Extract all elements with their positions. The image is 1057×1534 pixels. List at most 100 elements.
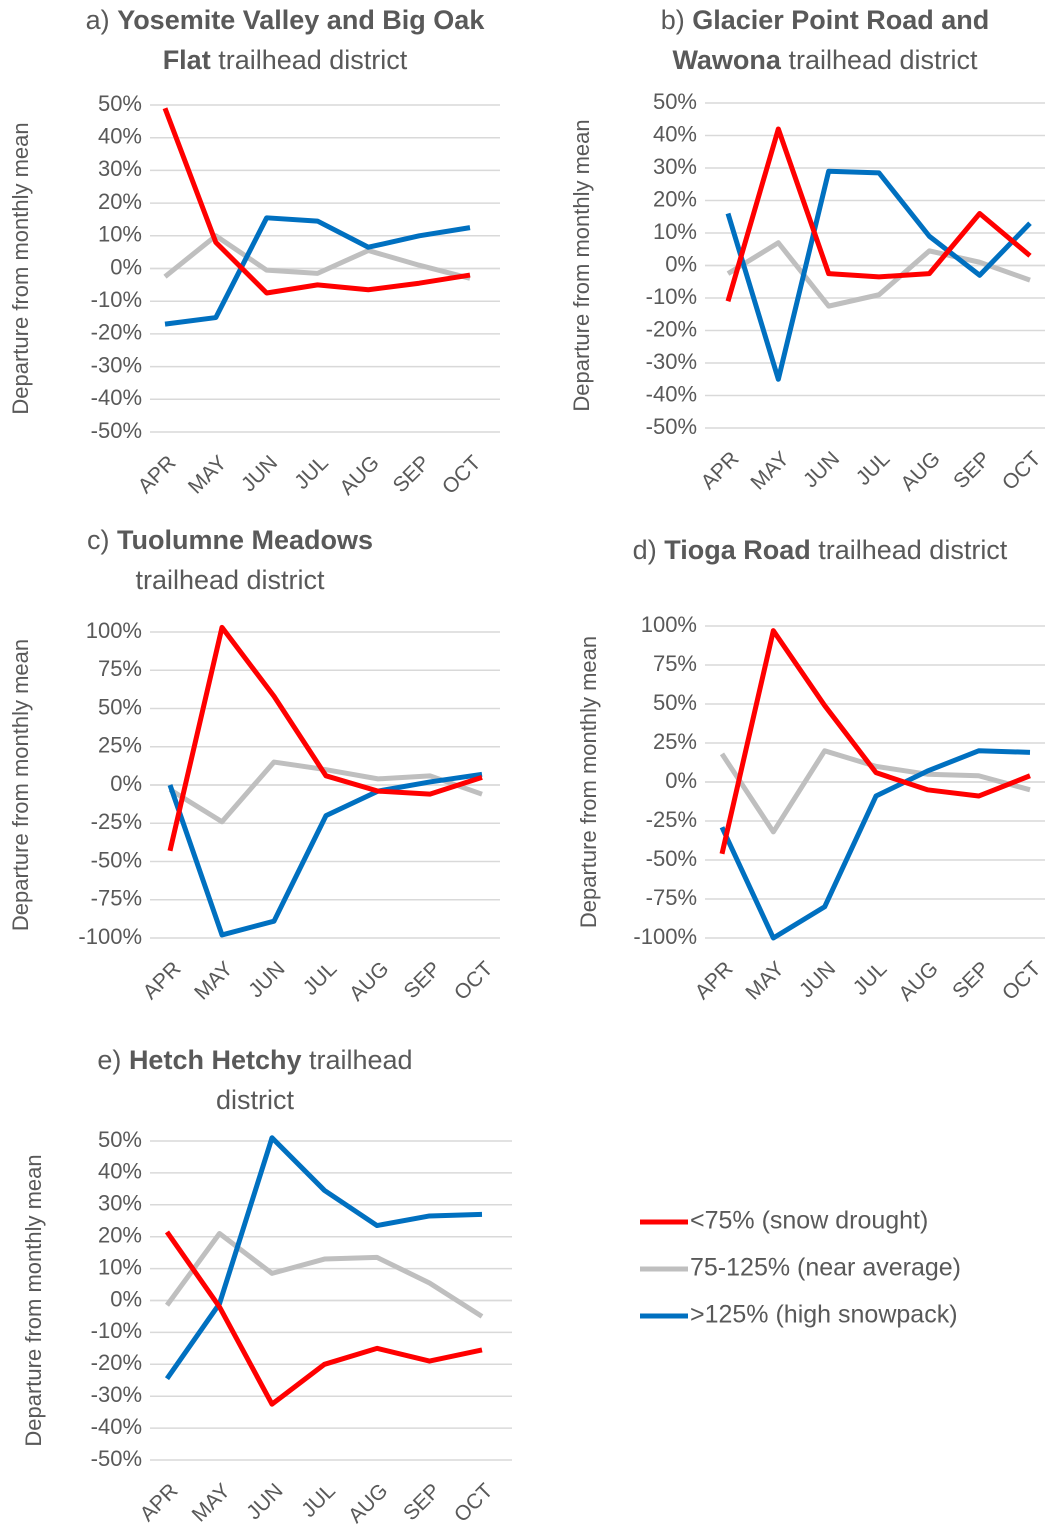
y-axis-label: Departure from monthly mean xyxy=(576,636,601,928)
x-tick-label: MAY xyxy=(188,1479,235,1526)
x-tick-label: APR xyxy=(697,447,744,494)
x-tick-label: JUL xyxy=(297,1479,340,1522)
y-tick-label: 100% xyxy=(641,612,697,637)
x-tick-label: OCT xyxy=(450,1479,498,1527)
title-prefix: c) xyxy=(86,525,110,555)
x-tick-label: SEP xyxy=(389,451,435,497)
y-tick-label: 40% xyxy=(653,121,697,146)
x-tick-label: APR xyxy=(139,957,186,1004)
data-line xyxy=(164,1231,484,1319)
y-tick-label: 25% xyxy=(98,733,142,758)
y-tick-label: 10% xyxy=(98,1254,142,1279)
legend-label: 75-125% (near average) xyxy=(690,1254,961,1282)
title-bold: Hetch Hetchy xyxy=(128,1045,302,1075)
x-tick-label: AUG xyxy=(345,957,393,1005)
x-tick-label: JUN xyxy=(795,957,840,1002)
y-tick-label: 50% xyxy=(98,1127,142,1152)
x-tick-label: MAY xyxy=(746,447,793,494)
x-tick-label: APR xyxy=(691,957,738,1004)
x-tick-label: MAY xyxy=(190,957,237,1004)
data-line xyxy=(163,233,471,281)
y-tick-label: 0% xyxy=(110,771,142,796)
data-line xyxy=(167,771,483,938)
title-prefix: e) xyxy=(97,1045,122,1075)
x-tick-label: APR xyxy=(134,451,181,498)
title-suffix: trailhead district xyxy=(818,535,1008,565)
data-line xyxy=(726,240,1031,309)
y-tick-label: 20% xyxy=(653,186,697,211)
y-tick-label: 20% xyxy=(98,1223,142,1248)
data-line xyxy=(719,628,1031,855)
y-tick-label: 30% xyxy=(653,154,697,179)
x-tick-label: AUG xyxy=(335,451,383,499)
y-tick-label: 50% xyxy=(98,91,142,116)
y-tick-label: 40% xyxy=(98,124,142,149)
y-axis-label: Departure from monthly mean xyxy=(569,119,594,411)
y-tick-label: -100% xyxy=(633,924,697,949)
y-tick-label: -20% xyxy=(91,320,142,345)
chart-title: d) Tioga Road trailhead district xyxy=(600,530,1040,570)
y-tick-label: 40% xyxy=(98,1159,142,1184)
y-tick-label: -20% xyxy=(91,1350,142,1375)
y-tick-label: -75% xyxy=(91,886,142,911)
x-tick-label: JUL xyxy=(852,447,895,490)
title-suffix: trailhead district xyxy=(218,45,408,75)
data-line xyxy=(164,1230,483,1407)
y-tick-label: -10% xyxy=(91,1318,142,1343)
y-tick-label: 50% xyxy=(653,690,697,715)
y-tick-label: -30% xyxy=(646,349,697,374)
y-tick-label: 75% xyxy=(98,656,142,681)
title-suffix: trailhead district xyxy=(788,45,978,75)
data-line xyxy=(168,759,483,825)
y-tick-label: 0% xyxy=(110,1286,142,1311)
data-line xyxy=(719,748,1031,835)
y-tick-label: -50% xyxy=(91,847,142,872)
y-tick-label: -40% xyxy=(91,385,142,410)
y-tick-label: 0% xyxy=(110,254,142,279)
y-axis-label: Departure from monthly mean xyxy=(8,122,33,414)
x-tick-label: SEP xyxy=(399,957,445,1003)
chart-title: b) Glacier Point Road and Wawona trailhe… xyxy=(610,0,1040,80)
y-tick-label: 30% xyxy=(98,1191,142,1216)
chart-title: c) Tuolumne Meadows trailhead district xyxy=(40,520,420,600)
data-line xyxy=(725,126,1032,302)
y-tick-label: -50% xyxy=(646,846,697,871)
y-tick-label: -30% xyxy=(91,352,142,377)
legend-label: >125% (high snowpack) xyxy=(690,1301,958,1329)
y-tick-label: -10% xyxy=(91,287,142,312)
x-tick-label: JUN xyxy=(237,451,282,496)
y-tick-label: -40% xyxy=(91,1414,142,1439)
title-bold: Tuolumne Meadows xyxy=(117,525,374,555)
y-tick-label: 100% xyxy=(86,618,142,643)
title-prefix: d) xyxy=(632,535,657,565)
y-axis-label: Departure from monthly mean xyxy=(8,639,33,931)
title-suffix: trailhead district xyxy=(215,1045,413,1115)
x-tick-label: OCT xyxy=(438,451,486,499)
x-tick-label: JUL xyxy=(299,957,342,1000)
y-tick-label: 20% xyxy=(98,189,142,214)
title-bold: Glacier Point Road and Wawona xyxy=(672,5,990,75)
y-tick-label: 25% xyxy=(653,729,697,754)
y-tick-label: 10% xyxy=(653,219,697,244)
x-tick-label: APR xyxy=(136,1479,183,1526)
y-tick-label: -40% xyxy=(646,381,697,406)
y-tick-label: 30% xyxy=(98,156,142,181)
data-line xyxy=(725,168,1032,382)
x-tick-label: JUN xyxy=(242,1479,287,1524)
x-tick-label: AUG xyxy=(344,1479,392,1527)
data-line xyxy=(162,107,471,296)
x-tick-label: MAY xyxy=(741,957,788,1004)
y-tick-label: 10% xyxy=(98,222,142,247)
x-tick-label: AUG xyxy=(896,447,944,495)
y-tick-label: 0% xyxy=(665,768,697,793)
data-line xyxy=(164,215,471,327)
data-line xyxy=(167,624,483,852)
y-tick-label: -25% xyxy=(91,809,142,834)
title-prefix: a) xyxy=(85,5,110,35)
x-tick-label: SEP xyxy=(399,1479,445,1525)
y-tick-label: 0% xyxy=(665,251,697,276)
x-tick-label: JUN xyxy=(799,447,844,492)
data-line xyxy=(719,748,1031,941)
